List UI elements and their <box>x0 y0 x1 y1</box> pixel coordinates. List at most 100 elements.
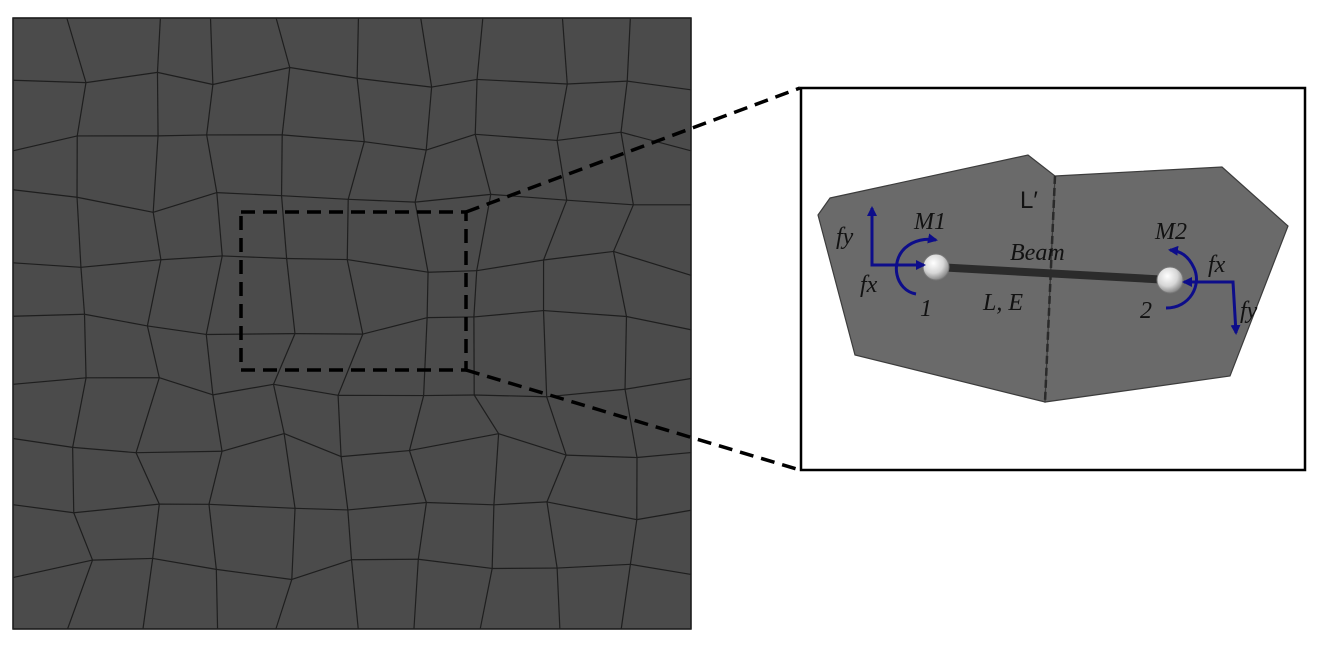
mesh-edge <box>543 250 614 261</box>
zoom-inset: fy fx M1 1 Beam L, E L′ M2 fx 2 fy <box>799 86 1307 472</box>
mesh-edge <box>222 255 287 260</box>
mesh-edge <box>620 132 634 205</box>
mesh-edge <box>84 313 148 327</box>
label-m2: M2 <box>1154 219 1187 245</box>
mesh-edge <box>426 272 429 318</box>
mesh-edge <box>351 558 419 561</box>
mesh-edge <box>280 195 288 259</box>
mesh-edge <box>291 508 296 580</box>
mesh-edge <box>418 558 493 570</box>
label-beam-props: L, E <box>982 290 1023 316</box>
mesh-edges <box>12 17 692 630</box>
mesh-edge <box>473 270 478 317</box>
mesh-edge <box>209 17 214 85</box>
mesh-edge <box>272 384 285 434</box>
mesh-edge <box>215 569 219 630</box>
mesh-edge <box>473 394 500 434</box>
moment-m1-arrow-icon <box>895 233 938 296</box>
mesh-edge <box>92 557 153 561</box>
mesh-edge <box>612 251 628 317</box>
zoom-connector-bottom <box>465 368 801 472</box>
mesh-edge <box>636 509 692 521</box>
mesh-edge <box>556 83 568 141</box>
mesh-edge <box>357 77 432 88</box>
mesh-edge <box>153 192 217 213</box>
mesh-edge <box>423 394 475 397</box>
mesh-edge <box>275 579 293 630</box>
mesh-edge <box>283 432 342 458</box>
mesh-edge <box>76 82 87 137</box>
mesh-edge <box>493 433 500 505</box>
mesh-edge <box>275 17 291 68</box>
label-fx-left: fx <box>860 272 878 298</box>
label-l-prime: L′ <box>1020 187 1038 214</box>
mesh-edge <box>346 199 349 260</box>
label-fy-left: fy <box>836 224 854 250</box>
mesh-edge <box>409 433 499 452</box>
node-1-icon <box>922 253 950 281</box>
mesh-edge <box>289 66 358 79</box>
mesh-edge <box>626 315 692 331</box>
mesh-edge <box>205 255 223 335</box>
mesh-edge <box>543 199 568 261</box>
mesh-edge <box>346 259 364 335</box>
mesh-edge <box>337 333 364 396</box>
mesh-edge <box>493 501 547 506</box>
mesh-edge <box>356 78 365 142</box>
mesh-edge <box>159 377 214 396</box>
mesh-edge <box>556 568 561 630</box>
moment-m2-arrow-icon <box>1165 245 1198 310</box>
mesh-edge <box>283 433 296 509</box>
mesh-edge <box>83 314 87 378</box>
mesh-edge <box>146 325 160 378</box>
mesh-edge <box>76 196 154 213</box>
mesh-edge <box>286 257 348 261</box>
mesh-edge <box>417 502 427 560</box>
mesh-edge <box>348 198 416 203</box>
mesh-edge <box>473 309 544 318</box>
mesh-edge <box>490 193 567 201</box>
mesh-edge <box>286 258 296 334</box>
mesh-edge <box>350 559 359 630</box>
mesh-edge <box>561 17 568 85</box>
mesh-edge <box>415 193 491 203</box>
mesh-edge <box>347 501 427 511</box>
mesh-edge <box>152 212 162 260</box>
mesh-edge <box>420 17 433 88</box>
mesh-edge <box>281 67 291 135</box>
mesh-edge <box>216 192 282 197</box>
mesh-edge <box>156 17 161 73</box>
mesh-edge <box>212 383 274 396</box>
mesh-edge <box>620 564 631 630</box>
mesh-edge <box>423 317 428 396</box>
mesh-edge <box>630 563 692 576</box>
mesh-edge <box>479 568 493 630</box>
mesh-edge <box>282 134 365 143</box>
mesh-edge <box>221 432 285 452</box>
mesh-background <box>12 17 692 630</box>
mesh-edge <box>425 87 433 151</box>
label-fy-right: fy <box>1240 298 1258 324</box>
mesh-edge <box>280 134 283 196</box>
mesh-edge <box>566 199 634 206</box>
mesh-edge <box>135 452 160 505</box>
mesh-edge <box>152 135 159 213</box>
mesh-edge <box>474 134 492 195</box>
mesh-edge <box>347 141 365 200</box>
mesh-edge <box>152 557 217 570</box>
mesh-edge <box>414 202 429 273</box>
mesh-edge <box>414 149 427 203</box>
label-node-2: 2 <box>1140 298 1152 324</box>
mesh-edge <box>627 80 692 91</box>
mesh-edge <box>212 394 223 452</box>
mesh-edge <box>12 377 87 385</box>
mesh-edge <box>12 135 78 152</box>
label-fx-right: fx <box>1208 252 1226 278</box>
mesh-edge <box>72 377 87 448</box>
mesh-edge <box>208 504 217 570</box>
mesh-edge <box>426 133 476 151</box>
mesh-edge <box>474 79 478 135</box>
mesh-edge <box>80 259 161 268</box>
mesh-edge <box>612 204 634 252</box>
mesh-edge <box>636 451 692 459</box>
